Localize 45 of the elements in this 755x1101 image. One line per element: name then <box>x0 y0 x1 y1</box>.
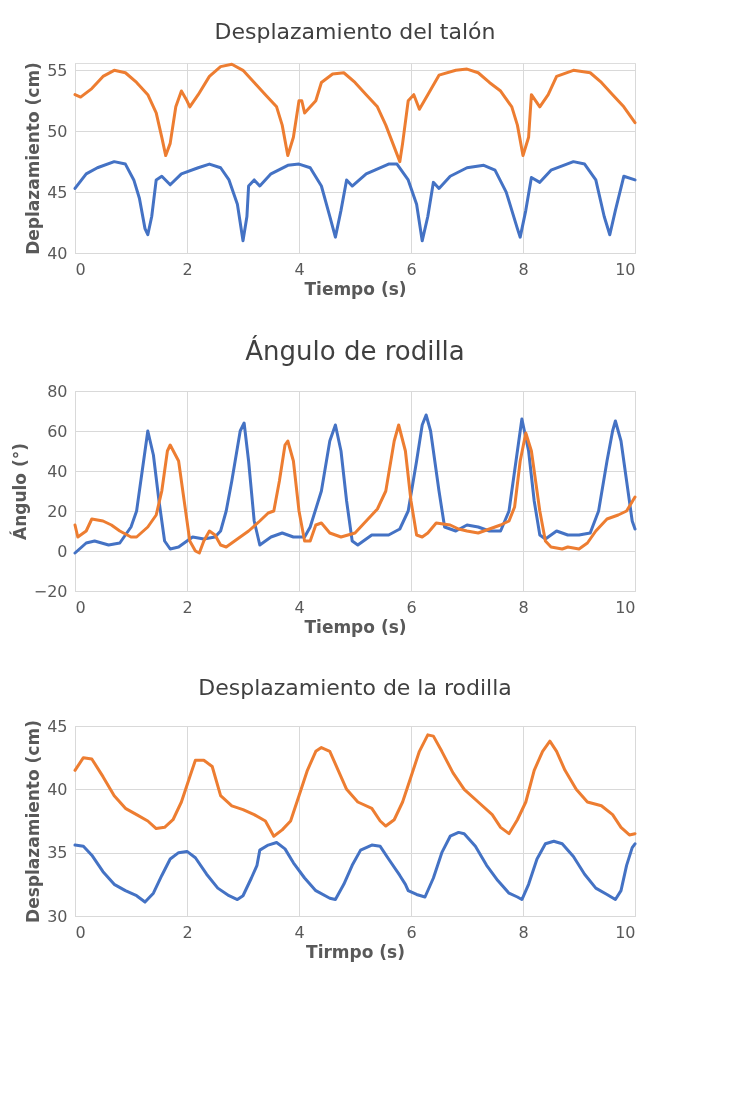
y-tick-label: 45 <box>47 716 68 736</box>
x-axis-title: Tirmpo (s) <box>306 941 405 962</box>
y-tick-label: 80 <box>47 381 68 401</box>
x-tick-label: 8 <box>518 922 529 942</box>
x-tick-label: 2 <box>182 597 193 617</box>
x-tick-label: 2 <box>182 922 193 942</box>
x-axis-title: Tiempo (s) <box>304 616 407 637</box>
y-tick-label: 50 <box>47 121 68 141</box>
y-axis-title: Ángulo (°) <box>8 443 30 540</box>
x-tick-label: 0 <box>75 922 86 942</box>
chart-title: Desplazamiento de la rodilla <box>198 675 512 700</box>
x-tick-label: 2 <box>182 259 193 279</box>
x-tick-label: 6 <box>406 597 417 617</box>
x-axis-title: Tiempo (s) <box>304 278 407 299</box>
line-series <box>73 830 637 904</box>
line-series <box>73 62 637 164</box>
y-tick-label: 55 <box>47 60 68 80</box>
x-tick-label: 10 <box>615 259 636 279</box>
x-tick-label: 10 <box>615 597 636 617</box>
y-tick-label: 30 <box>47 906 68 926</box>
x-tick-label: 8 <box>518 259 529 279</box>
y-axis-title: Deplazamiento (cm) <box>23 62 44 255</box>
line-series <box>73 733 637 838</box>
x-tick-label: 6 <box>406 259 417 279</box>
x-tick-label: 4 <box>294 922 305 942</box>
x-tick-label: 0 <box>75 259 86 279</box>
x-tick-label: 6 <box>406 922 417 942</box>
x-tick-label: 4 <box>294 597 305 617</box>
x-tick-label: 10 <box>615 922 636 942</box>
y-tick-label: 60 <box>47 421 68 441</box>
y-tick-label: −20 <box>33 581 68 601</box>
y-tick-label: 40 <box>47 461 68 481</box>
y-axis-title: Desplazamiento (cm) <box>23 720 44 923</box>
y-tick-label: 45 <box>47 182 68 202</box>
chart-title: Desplazamiento del talón <box>214 18 496 44</box>
y-tick-label: 40 <box>47 779 68 799</box>
x-tick-label: 4 <box>294 259 305 279</box>
line-series <box>73 160 637 243</box>
y-tick-label: 40 <box>47 243 68 263</box>
y-tick-label: 0 <box>57 541 68 561</box>
x-tick-label: 0 <box>75 597 86 617</box>
y-tick-label: 35 <box>47 843 68 863</box>
x-tick-label: 8 <box>518 597 529 617</box>
y-tick-label: 20 <box>47 501 68 521</box>
chart-title: Ángulo de rodilla <box>245 335 465 366</box>
